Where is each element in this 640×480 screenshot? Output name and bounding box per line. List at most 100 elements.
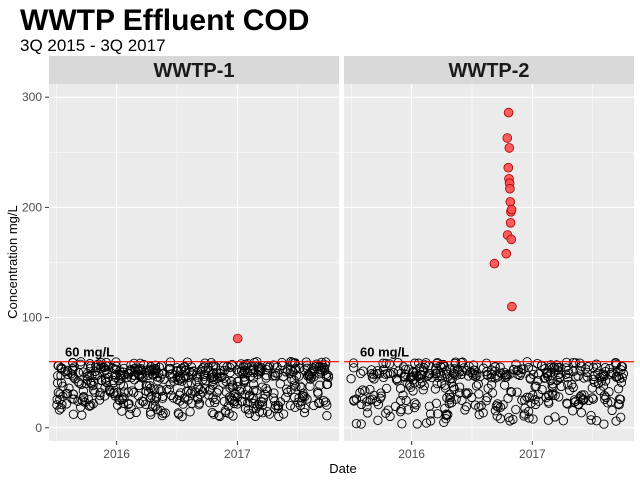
data-point [314,398,324,409]
data-point [616,412,626,422]
data-point [373,399,384,410]
data-point [262,386,273,396]
data-point [457,395,467,405]
data-point [183,386,194,396]
data-point [449,384,459,394]
data-point [599,419,609,429]
data-point [82,368,93,379]
data-point [56,370,66,381]
data-point [598,381,609,391]
data-point [85,401,95,411]
data-point [543,415,554,425]
data-point [531,381,541,391]
data-point [525,374,536,384]
data-point [323,370,333,381]
data-point [250,411,261,421]
data-point [541,392,551,403]
data-point [601,392,611,403]
data-point [114,375,124,386]
data-point [95,390,105,401]
data-point [306,372,317,382]
data-point [470,400,480,410]
data-point [467,368,477,378]
data-point [152,404,162,415]
data-point [150,396,160,406]
data-point [185,407,195,417]
data-point [467,392,477,403]
data-point [390,401,401,412]
data-point [454,367,464,377]
data-point [166,390,177,401]
data-point [445,392,456,403]
data-point [461,401,472,412]
data-point [614,394,625,404]
data-point [200,358,210,368]
data-point [587,383,597,393]
data-point [125,409,135,420]
data-point [511,404,521,415]
data-point [298,391,309,401]
data-point [495,402,506,412]
data-point [109,388,119,399]
data-point [506,387,517,397]
data-point [125,364,136,375]
data-point [168,393,179,403]
data-point [278,409,289,419]
data-point [384,359,395,369]
exceedance-points [489,107,517,312]
x-tick-label: 2017 [519,447,546,461]
data-point [145,407,156,417]
data-point [269,388,279,398]
data-point [127,386,137,396]
data-point [414,358,424,368]
data-point [150,368,160,379]
data-point [550,365,560,375]
data-point [528,365,538,375]
data-point [474,409,484,420]
data-point [548,390,558,400]
data-point [564,368,574,379]
data-point [61,399,72,409]
data-point [206,357,216,368]
data-point [613,367,623,377]
data-point [118,398,129,408]
data-point [164,385,174,395]
data-point [513,365,523,375]
data-point [232,399,242,409]
data-point [425,416,436,426]
data-point [356,419,366,429]
data-point [356,368,366,379]
data-point [205,398,215,408]
data-point [583,362,593,372]
data-point [73,368,84,378]
data-point [406,382,416,392]
data-point [322,379,332,390]
data-point [62,388,72,399]
facet-strip-label: WWTP-2 [448,60,529,82]
data-point [462,365,472,376]
data-point [281,367,291,377]
y-tick-label: 100 [22,311,42,325]
data-point [242,385,253,395]
data-point [165,364,175,374]
data-point [198,363,208,373]
data-point [135,371,145,382]
data-point [95,387,105,398]
data-point [396,404,406,415]
data-point [52,378,63,388]
baseline-points [346,357,629,429]
data-point [282,387,293,397]
data-point [378,372,389,383]
data-point [571,358,581,368]
data-point [478,363,489,373]
data-point [233,376,243,387]
data-point [239,377,249,387]
data-point [476,401,486,411]
data-point [124,398,134,409]
data-point [367,369,377,379]
data-point [613,399,624,409]
data-point [248,379,259,389]
data-point [348,358,359,368]
data-point [588,394,598,404]
data-point [381,358,391,369]
